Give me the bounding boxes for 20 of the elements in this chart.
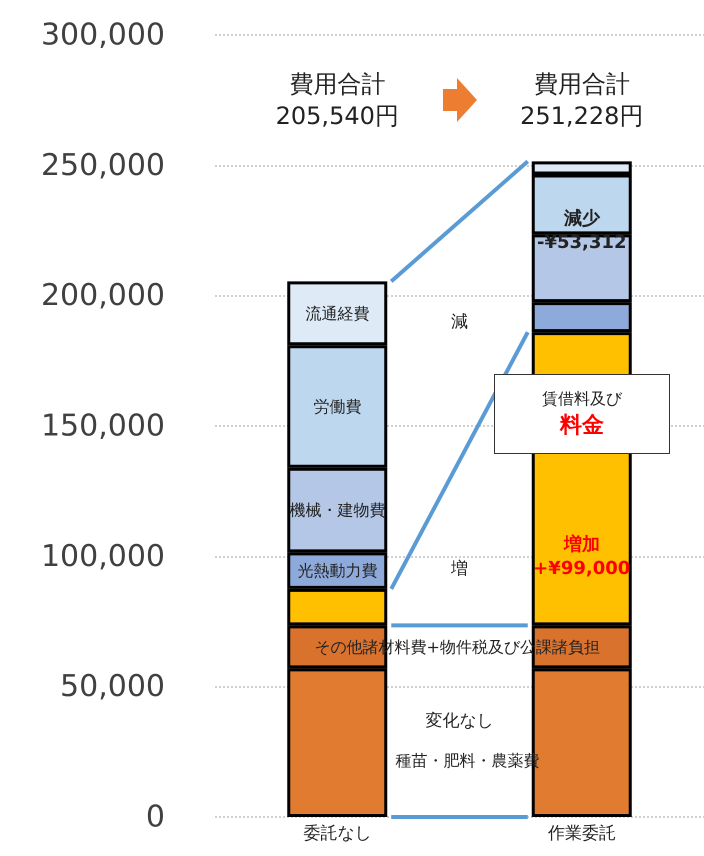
annotation: 変化なし [426, 710, 494, 731]
y-tick-label: 300,000 [40, 18, 165, 52]
x-tick-label: 作業委託 [546, 824, 616, 844]
series-label: 光熱動力費 [297, 561, 378, 580]
annotation: 費用合計 251,228円 [520, 70, 644, 130]
x-tick-label: 委託なし [303, 824, 372, 844]
series-label: 労働費 [313, 396, 362, 416]
y-tick-label: 150,000 [40, 408, 165, 444]
y-tick-label: 100,000 [40, 538, 165, 574]
y-tick-label: 0 [146, 800, 165, 834]
y-tick-label: 200,000 [40, 278, 165, 314]
y-tick-label: 250,000 [40, 148, 165, 183]
series-label: 賃借料及び料金 [540, 388, 624, 440]
annotation: 増 [450, 559, 468, 580]
series-label: 流通経費 [305, 304, 370, 323]
callout-box: 賃借料及び料金 [494, 374, 670, 454]
annotation: 減少 -¥53,312 [537, 208, 626, 253]
y-tick-label: 50,000 [60, 669, 165, 704]
annotation: 減 [451, 312, 468, 332]
annotation: 費用合計 205,540円 [276, 70, 399, 130]
